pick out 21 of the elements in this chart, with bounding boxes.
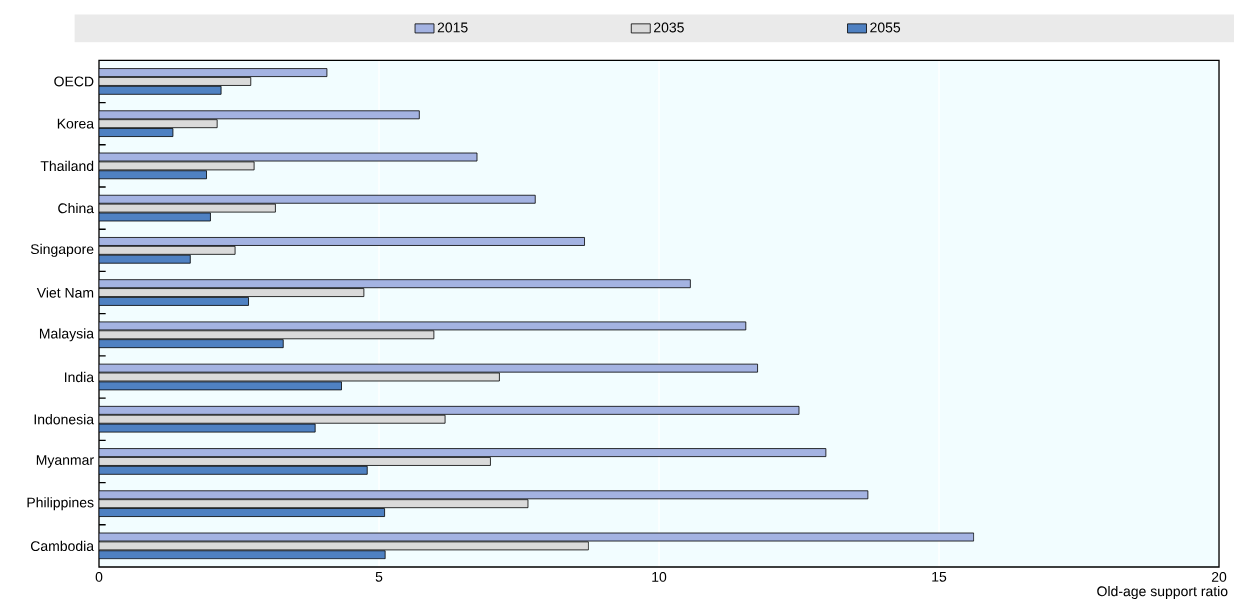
y-tick-label: OECD [54,76,94,87]
y-tick-label: China [58,202,95,214]
legend-label: 2035 [654,22,684,33]
y-tick-label: Malaysia [39,328,95,342]
y-tick-label: Cambodia [30,540,95,552]
y-tick-label: India [65,371,95,383]
y-tick-label: Singapore [30,243,94,257]
x-tick-label: 20 [1211,571,1227,582]
legend-label: 2015 [437,22,468,33]
y-tick-label: Viet Nam [36,287,94,298]
y-tick-label: Myanmar [36,455,94,468]
x-tick-label: 0 [95,571,103,582]
y-tick-label: Thailand [40,160,94,172]
y-tick-label: Philippines [27,497,94,511]
legend-label: 2055 [870,22,901,33]
x-tick-label: 5 [375,571,383,582]
y-tick-label: Korea [57,118,95,129]
x-tick-label: 10 [652,571,667,582]
x-tick-label: 15 [932,571,947,582]
x-axis-title: Old-age support ratio [1097,585,1228,599]
y-tick-label: Indonesia [34,414,95,425]
